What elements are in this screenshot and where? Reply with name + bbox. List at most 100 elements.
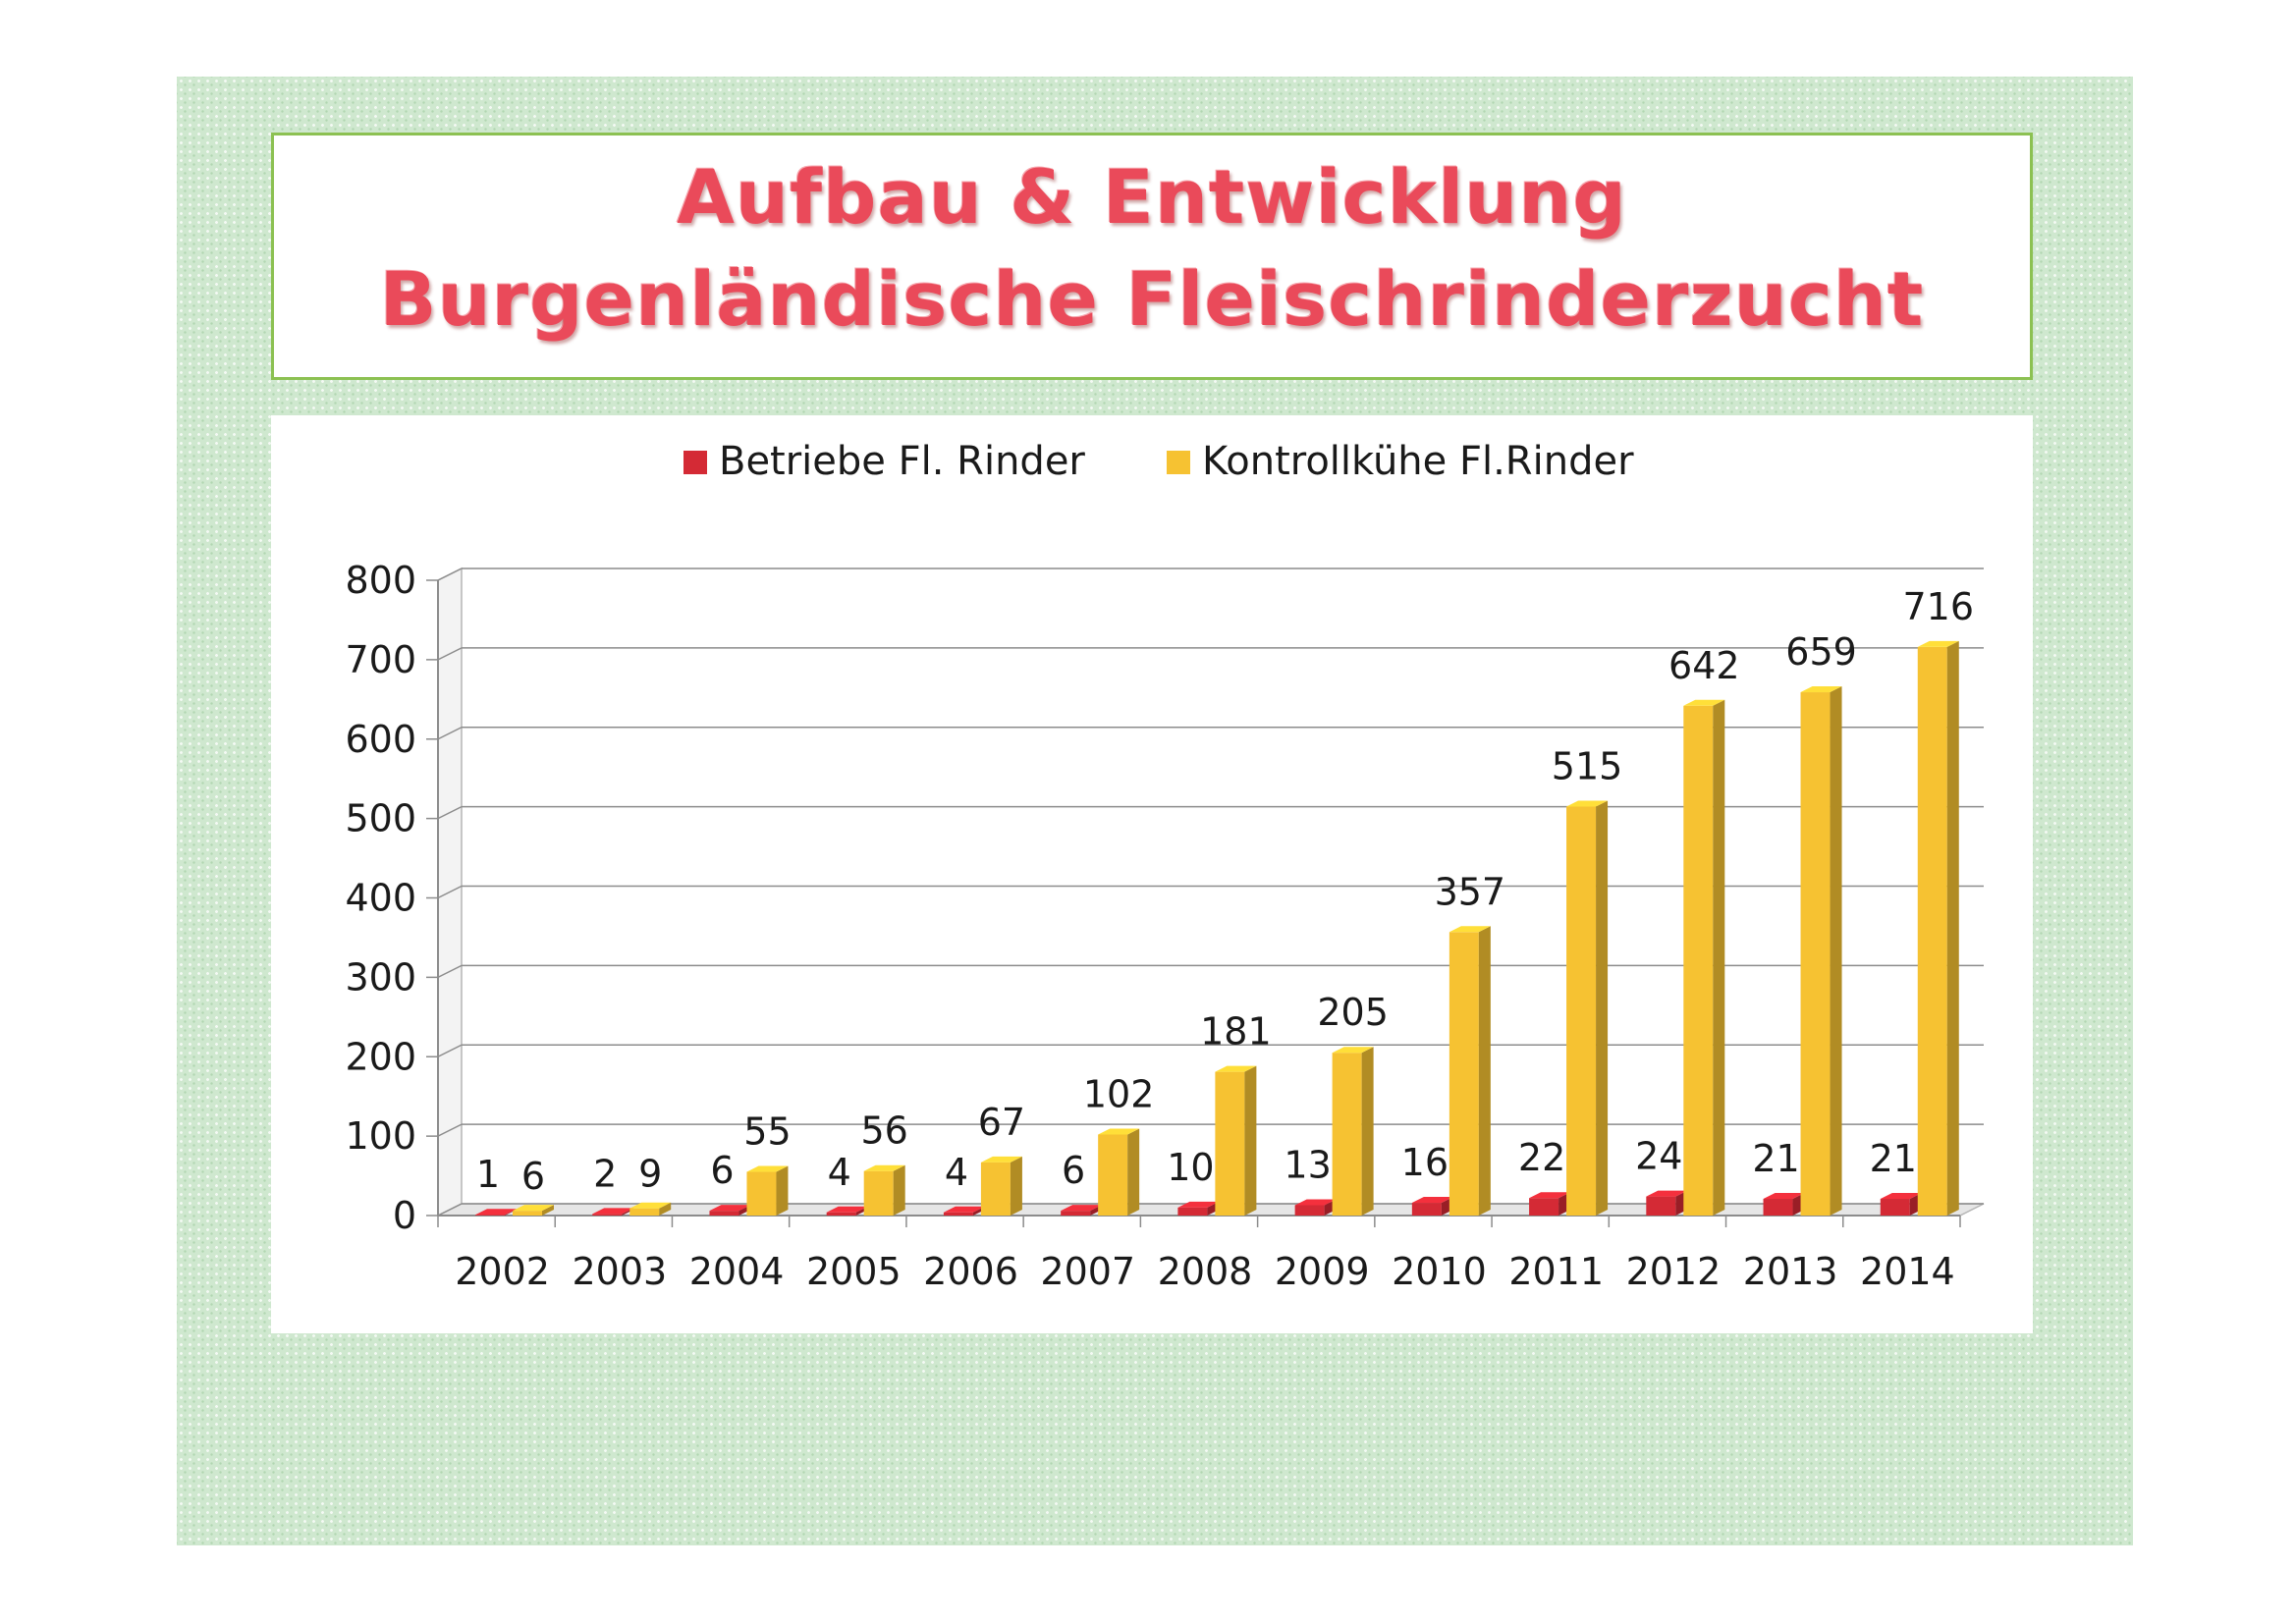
- data-label-betriebe: 4: [828, 1151, 851, 1194]
- data-label-kontrollkuehe: 67: [978, 1101, 1025, 1144]
- bar-kontrollkuehe: [1566, 806, 1597, 1216]
- bar-kontrollkuehe-top: [863, 1164, 905, 1171]
- gridline-side: [437, 805, 463, 820]
- x-tick-label: 2002: [455, 1250, 550, 1293]
- bar-betriebe: [1763, 1199, 1793, 1216]
- y-tick-label: 500: [345, 797, 416, 840]
- x-tick-label: 2009: [1275, 1250, 1370, 1293]
- x-tick-label: 2014: [1860, 1250, 1955, 1293]
- bar-betriebe-top: [826, 1206, 868, 1213]
- bar-kontrollkuehe-side: [776, 1165, 789, 1216]
- data-label-kontrollkuehe: 6: [521, 1155, 545, 1198]
- bar-betriebe-top: [1061, 1205, 1103, 1212]
- bar-kontrollkuehe-side: [542, 1205, 554, 1216]
- y-tick-label: 100: [345, 1114, 416, 1158]
- data-label-kontrollkuehe: 716: [1903, 585, 1975, 628]
- bar-betriebe-top: [1529, 1192, 1571, 1199]
- bar-betriebe-top: [1880, 1193, 1922, 1200]
- x-tick-label: 2012: [1626, 1250, 1722, 1293]
- bar-kontrollkuehe-side: [1830, 686, 1842, 1216]
- bar-kontrollkuehe-top: [1566, 800, 1609, 807]
- bar-betriebe-top: [709, 1205, 751, 1212]
- x-tick-label: 2006: [923, 1250, 1018, 1293]
- x-tick-label: 2003: [572, 1250, 667, 1293]
- bar-kontrollkuehe: [1683, 705, 1714, 1216]
- data-label-kontrollkuehe: 181: [1200, 1010, 1272, 1054]
- bar-kontrollkuehe-side: [1010, 1156, 1022, 1216]
- y-tick-label: 800: [345, 559, 416, 602]
- bar-kontrollkuehe: [1800, 692, 1831, 1216]
- y-tick-label: 400: [345, 877, 416, 920]
- gridline-side: [437, 727, 463, 740]
- bar-kontrollkuehe-top: [1215, 1065, 1257, 1072]
- bar-betriebe-top: [943, 1206, 985, 1213]
- data-label-betriebe: 4: [945, 1151, 968, 1194]
- bar-kontrollkuehe-side: [1713, 699, 1725, 1216]
- y-tick-label: 0: [393, 1194, 416, 1237]
- gridline-side: [437, 1203, 463, 1217]
- bar-kontrollkuehe-top: [1800, 686, 1842, 693]
- y-tick-label: 700: [345, 638, 416, 681]
- bar-betriebe-top: [1177, 1201, 1220, 1208]
- bar-betriebe: [1646, 1196, 1676, 1216]
- bar-betriebe: [1294, 1205, 1325, 1216]
- legend-label-betriebe: Betriebe Fl. Rinder: [719, 439, 1085, 484]
- bar-betriebe: [709, 1211, 739, 1216]
- bar-kontrollkuehe-top: [980, 1156, 1022, 1163]
- data-label-betriebe: 10: [1167, 1146, 1214, 1189]
- y-tick-label: 300: [345, 955, 416, 999]
- x-tick-label: 2010: [1392, 1250, 1487, 1293]
- data-label-betriebe: 2: [593, 1152, 617, 1195]
- bar-betriebe: [1061, 1211, 1091, 1216]
- x-tick-label: 2007: [1040, 1250, 1135, 1293]
- x-tick-label: 2008: [1158, 1250, 1253, 1293]
- bar-kontrollkuehe: [863, 1170, 894, 1216]
- bar-kontrollkuehe: [513, 1211, 542, 1216]
- data-label-kontrollkuehe: 205: [1317, 991, 1389, 1034]
- x-tick-label: 2005: [806, 1250, 902, 1293]
- bar-betriebe-top: [1646, 1190, 1688, 1197]
- bar-betriebe-top: [1763, 1193, 1805, 1200]
- chart-area: 0 100 200 300 400 500 600 700 800 2002 2003 2004 200…: [271, 415, 2033, 1333]
- data-label-kontrollkuehe: 515: [1552, 744, 1623, 787]
- bar-kontrollkuehe-side: [1946, 640, 1959, 1216]
- x-tick-label: 2013: [1743, 1250, 1838, 1293]
- x-tick-label: 2011: [1508, 1250, 1604, 1293]
- bar-kontrollkuehe-top: [1683, 699, 1725, 706]
- bar-betriebe-top: [1411, 1197, 1453, 1204]
- bar-kontrollkuehe-side: [1478, 926, 1491, 1216]
- chart-subtitle: Burgenländische Fleischrinderzucht: [379, 255, 1925, 343]
- bar-kontrollkuehe-side: [1361, 1047, 1374, 1216]
- legend-label-kontrollkuehe: Kontrollkühe Fl.Rinder: [1202, 439, 1634, 484]
- bar-kontrollkuehe: [1917, 646, 1947, 1216]
- bar-betriebe-top: [1294, 1199, 1337, 1206]
- bar-betriebe-top: [475, 1209, 517, 1216]
- bar-kontrollkuehe-side: [1244, 1065, 1257, 1216]
- bar-betriebe: [826, 1212, 856, 1216]
- data-label-betriebe: 16: [1401, 1141, 1449, 1184]
- slide-background: Aufbau & Entwicklung Burgenländische Fle…: [177, 77, 2133, 1545]
- bar-betriebe-top: [592, 1208, 634, 1215]
- data-label-betriebe: 13: [1284, 1143, 1331, 1186]
- bar-kontrollkuehe-side: [1127, 1128, 1140, 1216]
- bar-kontrollkuehe: [1332, 1053, 1362, 1216]
- data-label-betriebe: 21: [1752, 1137, 1799, 1180]
- bar-betriebe: [1411, 1203, 1442, 1216]
- x-tick-label: 2004: [689, 1250, 785, 1293]
- y-tick-label: 600: [345, 718, 416, 761]
- bar-kontrollkuehe-top: [1449, 926, 1491, 933]
- bar-betriebe: [592, 1214, 623, 1216]
- bar-kontrollkuehe-top: [629, 1202, 672, 1209]
- bar-kontrollkuehe-side: [659, 1202, 672, 1216]
- data-label-kontrollkuehe: 642: [1668, 644, 1740, 687]
- data-label-betriebe: 21: [1870, 1137, 1917, 1180]
- gridline-side: [437, 647, 463, 661]
- legend-swatch-betriebe: [683, 451, 707, 474]
- bar-betriebe: [475, 1215, 505, 1216]
- bar-betriebe: [943, 1212, 973, 1216]
- data-label-betriebe: 6: [1062, 1149, 1085, 1192]
- bar-kontrollkuehe-side: [893, 1164, 905, 1216]
- bar-kontrollkuehe: [980, 1162, 1011, 1216]
- data-label-betriebe: 24: [1635, 1135, 1682, 1178]
- bar-betriebe: [1177, 1207, 1208, 1216]
